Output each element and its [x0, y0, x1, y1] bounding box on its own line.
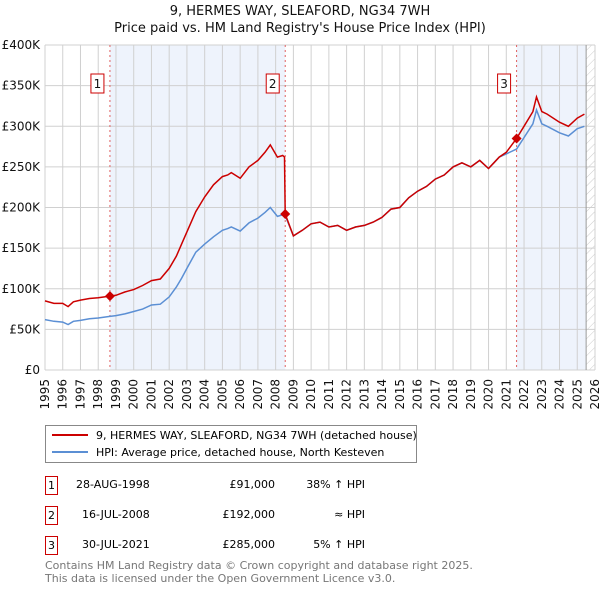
- chart-title: 9, HERMES WAY, SLEAFORD, NG34 7WH: [169, 4, 431, 19]
- legend-label-property: 9, HERMES WAY, SLEAFORD, NG34 7WH (detac…: [96, 428, 417, 442]
- sale-label: 1: [94, 77, 102, 91]
- x-tick-label: 2006: [233, 379, 247, 410]
- legend-swatch-hpi: [52, 451, 88, 453]
- x-tick-label: 1998: [91, 379, 105, 410]
- x-tick-label: 2026: [588, 379, 600, 410]
- sale-date: 16-JUL-2008: [82, 508, 150, 521]
- sale-label-box: [497, 73, 512, 94]
- y-tick-label: £300K: [2, 119, 42, 133]
- sale-badge: 3: [45, 536, 58, 555]
- sale-label-box: [90, 73, 105, 94]
- x-tick-label: 2004: [198, 379, 212, 410]
- chart-subtitle: Price paid vs. HM Land Registry's House …: [114, 21, 486, 36]
- x-tick-label: 2025: [570, 379, 584, 410]
- y-tick-label: £100K: [2, 282, 42, 296]
- x-tick-label: 2016: [411, 379, 425, 410]
- sale-price: £91,000: [229, 478, 276, 491]
- sale-row: 3 30-JUL-2021 £285,000 5% ↑ HPI: [45, 536, 375, 555]
- sale-badge: 2: [45, 506, 58, 525]
- sale-row: 1 28-AUG-1998 £91,000 38% ↑ HPI: [45, 476, 375, 495]
- x-tick-label: 2018: [446, 379, 460, 410]
- sale-label-box: [265, 73, 280, 94]
- sale-marker: [280, 209, 291, 219]
- x-tick-label: 2000: [127, 379, 141, 410]
- x-tick-label: 1999: [109, 379, 123, 410]
- sale-marker: [104, 291, 115, 302]
- x-tick-label: 2013: [357, 379, 371, 410]
- sale-date: 30-JUL-2021: [82, 538, 150, 551]
- x-tick-label: 2023: [535, 379, 549, 410]
- x-tick-label: 2007: [251, 379, 265, 410]
- y-tick-label: £150K: [2, 241, 42, 255]
- property-price-line: [44, 94, 585, 308]
- x-tick-label: 1997: [73, 379, 87, 410]
- y-tick-label: £350K: [2, 79, 42, 93]
- legend: 9, HERMES WAY, SLEAFORD, NG34 7WH (detac…: [45, 425, 417, 463]
- y-tick-label: £50K: [9, 322, 41, 336]
- sale-marker: [511, 133, 522, 144]
- sale-price: £192,000: [222, 508, 276, 521]
- x-tick-label: 2017: [428, 379, 442, 410]
- footer-copyright: Contains HM Land Registry data © Crown c…: [45, 559, 473, 572]
- x-tick-label: 2024: [553, 379, 567, 410]
- x-tick-label: 2003: [180, 379, 194, 410]
- legend-label-hpi: HPI: Average price, detached house, Nort…: [96, 445, 385, 459]
- price-chart: 1995 1996 1997 1998 1999 2000 2001 2002 2003 2004…: [2, 38, 600, 410]
- sale-row: 2 16-JUL-2008 £192,000 ≈ HPI: [45, 506, 375, 525]
- sale-vs-hpi: ≈ HPI: [334, 508, 365, 521]
- y-tick-label: £250K: [2, 160, 42, 174]
- x-tick-label: 2022: [517, 379, 531, 410]
- x-tick-label: 2014: [375, 379, 389, 410]
- x-tick-label: 1996: [56, 379, 70, 410]
- legend-item-hpi: HPI: Average price, detached house, Nort…: [52, 444, 384, 460]
- x-tick-label: 2011: [322, 379, 336, 410]
- x-tick-label: 2002: [162, 379, 176, 410]
- x-tick-label: 2021: [499, 379, 513, 410]
- x-tick-label: 2010: [304, 379, 318, 410]
- sale-vs-hpi: 38% ↑ HPI: [306, 478, 365, 491]
- sale-label: 3: [500, 77, 508, 91]
- x-tick-label: 2019: [464, 379, 478, 410]
- x-tick-label: 2008: [269, 379, 283, 410]
- x-tick-label: 2012: [340, 379, 354, 410]
- sale-label: 2: [269, 77, 277, 91]
- footer: Contains HM Land Registry data © Crown c…: [45, 559, 473, 585]
- sale-vs-hpi: 5% ↑ HPI: [313, 538, 365, 551]
- sale-badge: 1: [45, 476, 58, 495]
- sale-date: 28-AUG-1998: [76, 478, 150, 491]
- y-tick-label: £0: [25, 363, 40, 377]
- x-tick-label: 1995: [38, 379, 52, 410]
- x-tick-label: 2005: [215, 379, 229, 410]
- legend-swatch-property: [52, 434, 88, 436]
- legend-item-property: 9, HERMES WAY, SLEAFORD, NG34 7WH (detac…: [52, 427, 417, 443]
- sale-price: £285,000: [222, 538, 276, 551]
- footer-licence: This data is licensed under the Open Gov…: [45, 572, 396, 585]
- x-tick-label: 2001: [144, 379, 158, 410]
- x-tick-label: 2015: [393, 379, 407, 410]
- y-tick-label: £200K: [2, 201, 42, 215]
- x-tick-label: 2020: [482, 379, 496, 410]
- x-tick-label: 2009: [286, 379, 300, 410]
- y-tick-label: £400K: [2, 38, 42, 52]
